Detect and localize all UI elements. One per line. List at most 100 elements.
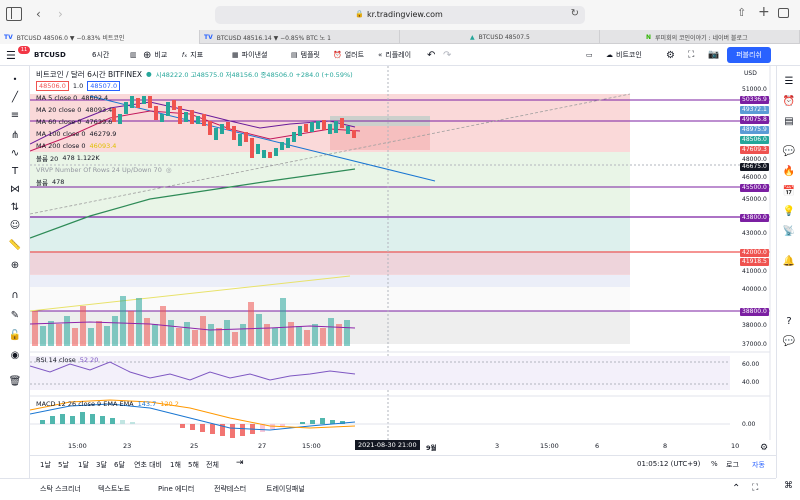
stay-drawing-icon[interactable]: ✎	[10, 309, 20, 321]
date-range-icon[interactable]: ⇥	[236, 458, 244, 468]
sell-price[interactable]: 48506.0	[36, 81, 69, 91]
replay-button[interactable]: « 리플레이	[378, 48, 411, 62]
indicator-row[interactable]: MA 60 close 0 47639.6	[36, 116, 353, 128]
tab-overview-icon[interactable]	[778, 8, 789, 18]
range-button[interactable]: 6달	[114, 461, 125, 469]
data-window-icon[interactable]: ▤	[784, 115, 794, 127]
reload-icon[interactable]: ↻	[570, 8, 579, 19]
pattern-icon[interactable]: ⋈	[10, 183, 20, 195]
alert-button[interactable]: ⏰ 얼러트	[333, 48, 364, 62]
browser-tab-3[interactable]: ▲ BTCUSD 48507.5	[400, 30, 600, 44]
indicator-row[interactable]: MA 200 close 0 46093.4	[36, 140, 353, 152]
ruler-icon[interactable]: 📏	[8, 239, 22, 251]
chat-bubble-icon[interactable]: 💬	[782, 335, 796, 347]
chat-icon[interactable]: 💬	[782, 145, 796, 157]
redo-icon[interactable]: ↷	[443, 49, 452, 61]
alarm-clock-icon[interactable]: ⏰	[782, 95, 796, 107]
watchlist-icon[interactable]: ☰	[784, 75, 794, 87]
maximize-panel-icon[interactable]: ⛶	[752, 483, 759, 493]
chart-settings-icon[interactable]: ⚙	[760, 443, 769, 453]
template-button[interactable]: ▤ 템플릿	[291, 48, 320, 62]
settings-icon[interactable]: ⚙	[666, 49, 675, 61]
range-button[interactable]: 연초 대비	[134, 461, 162, 469]
browser-tab-2[interactable]: TV BTCUSD 48516.14 ▼ −0.85% BTC 노 1	[200, 30, 400, 44]
auto-toggle[interactable]: 자동	[752, 461, 765, 469]
brush-icon[interactable]: ∿	[10, 147, 20, 159]
screenshot-icon[interactable]: ⌘	[784, 481, 793, 491]
ideas-icon[interactable]: 💡	[782, 205, 796, 217]
streams-icon[interactable]: 📡	[782, 225, 796, 237]
tab-strategy-tester[interactable]: 전략테스터	[214, 485, 247, 493]
forward-icon[interactable]: ›	[58, 7, 63, 21]
layout-selector[interactable]: ☁ 비트코인	[606, 48, 642, 62]
collapse-panel-icon[interactable]: ⌃	[732, 483, 741, 494]
emoji-icon[interactable]: ☺	[9, 219, 21, 231]
pitchfork-icon[interactable]: ⋔	[10, 129, 20, 141]
range-button[interactable]: 3달	[96, 461, 107, 469]
share-icon[interactable]: ⇧	[737, 6, 747, 19]
hide-drawings-icon[interactable]: ◉	[10, 349, 20, 361]
price-chart[interactable]	[30, 66, 776, 440]
log-toggle[interactable]: 로그	[726, 461, 739, 469]
indicator-row[interactable]: MA 20 close 0 48093.4	[36, 104, 353, 116]
publish-button[interactable]: 퍼블리쉬	[727, 47, 771, 63]
horizontal-lines-icon[interactable]: ≡	[10, 109, 20, 121]
browser-tab-1[interactable]: TV BTCUSD 48506.0 ▼ −0.83% 비트코인	[0, 30, 200, 44]
fullscreen-icon[interactable]: ⛶	[688, 50, 695, 60]
back-icon[interactable]: ‹	[36, 7, 41, 21]
tab-text-notes[interactable]: 텍스트노트	[98, 485, 131, 493]
candlesticks[interactable]	[112, 96, 356, 158]
range-button[interactable]: 5날	[58, 461, 69, 469]
trend-line-yellow[interactable]	[30, 275, 351, 312]
indicators-button[interactable]: 𝑓ₓ 지표	[182, 48, 203, 62]
percent-toggle[interactable]: %	[711, 460, 718, 468]
range-button[interactable]: 1날	[40, 461, 51, 469]
hotlist-icon[interactable]: 🔥	[782, 165, 796, 177]
currency-selector[interactable]: USD	[744, 70, 757, 78]
financials-button[interactable]: ▦ 파이낸셜	[232, 48, 267, 62]
undo-icon[interactable]: ↶	[427, 49, 436, 61]
time-axis[interactable]: 15:00 23 25 27 15:00 2021-08-30 21:00 9월…	[30, 440, 776, 452]
indicator-row[interactable]: MA 5 close 0 48602.4	[36, 92, 353, 104]
compare-button[interactable]: ⊕ 비교	[143, 48, 167, 62]
layout-icon[interactable]: ▭	[586, 51, 593, 59]
indicator-row[interactable]: 볼륨 478	[36, 176, 353, 188]
zoom-in-icon[interactable]: ⊕	[10, 259, 20, 271]
tab-stock-screener[interactable]: 스탁 스크리너	[40, 485, 81, 493]
lock-drawings-icon[interactable]: 🔓	[8, 329, 22, 341]
trash-icon[interactable]: 🗑	[8, 375, 22, 387]
trend-line-dashed[interactable]	[30, 93, 631, 215]
indicator-row[interactable]: MA 100 close 0 46279.9	[36, 128, 353, 140]
rsi-legend[interactable]: RSI 14 close 52.20	[36, 356, 98, 364]
symbol-search[interactable]: BTCUSD	[34, 51, 66, 59]
trend-line-icon[interactable]: ╱	[11, 91, 19, 103]
macd-legend[interactable]: MACD 12 26 close 9 EMA EMA 143.7 120.2	[36, 400, 179, 408]
browser-tab-4[interactable]: N 루미회의 코인이야기 : 네이버 블로그	[600, 30, 800, 44]
camera-icon[interactable]: 📷	[708, 50, 720, 60]
indicator-row[interactable]: 볼륨 20 478 1.122K	[36, 152, 353, 164]
calendar-icon[interactable]: 📅	[782, 185, 796, 197]
tab-pine-editor[interactable]: Pine 에디터	[158, 485, 195, 493]
range-button[interactable]: 1해	[170, 461, 181, 469]
magnet-icon[interactable]: ∩	[11, 289, 19, 301]
timezone-clock[interactable]: 01:05:12 (UTC+9)	[637, 460, 701, 468]
menu-icon[interactable]: ☰	[6, 49, 16, 62]
sidebar-toggle-icon[interactable]	[6, 7, 22, 21]
interval-selector[interactable]: 6시간	[92, 51, 110, 59]
cursor-dot-icon[interactable]: •	[12, 74, 18, 84]
candle-style-icon[interactable]: ▥	[130, 51, 137, 59]
range-button[interactable]: 5해	[188, 461, 199, 469]
range-button[interactable]: 전체	[206, 461, 219, 469]
address-bar[interactable]: 🔒 kr.tradingview.com ↻	[215, 6, 585, 24]
trend-line[interactable]	[89, 95, 436, 182]
prediction-icon[interactable]: ⇅	[10, 201, 20, 213]
new-tab-icon[interactable]: +	[758, 4, 770, 20]
range-button[interactable]: 1달	[78, 461, 89, 469]
help-icon[interactable]: ?	[786, 315, 792, 327]
hidden-eye-icon[interactable]: ◎	[165, 166, 172, 174]
indicator-row[interactable]: VRVP Number Of Rows 24 Up/Down 70 ◎	[36, 164, 353, 176]
notification-icon[interactable]: 🔔	[782, 255, 796, 267]
tab-trading-panel[interactable]: 트레이딩패널	[266, 485, 305, 493]
text-icon[interactable]: T	[11, 165, 19, 177]
buy-price[interactable]: 48507.0	[87, 81, 121, 91]
